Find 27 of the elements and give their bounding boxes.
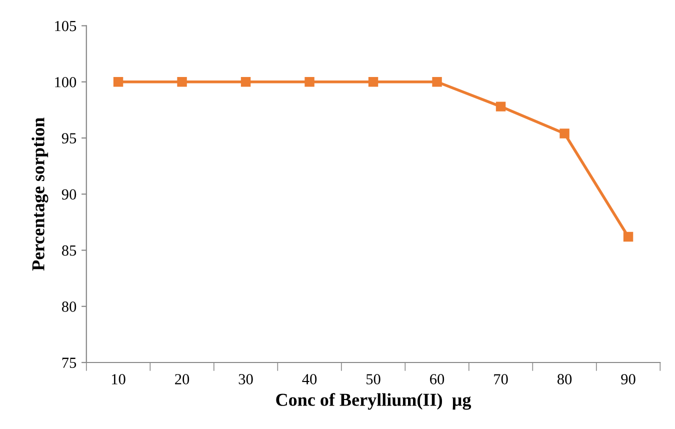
x-tick-label: 80 bbox=[557, 374, 572, 384]
y-tick-label: 90 bbox=[62, 189, 76, 200]
y-axis-title: Percentage sorption bbox=[32, 118, 48, 271]
x-tick-label: 50 bbox=[366, 374, 380, 384]
point bbox=[177, 77, 187, 87]
y-tick-label: 75 bbox=[62, 358, 76, 368]
point bbox=[432, 77, 442, 87]
x-tick-label: 40 bbox=[302, 374, 317, 384]
x-tick-label: 20 bbox=[175, 374, 190, 384]
x-tick-label: 60 bbox=[430, 374, 444, 384]
x-tick-label: 30 bbox=[238, 374, 253, 384]
point bbox=[496, 102, 506, 112]
x-tick-label: 90 bbox=[621, 374, 636, 384]
x-tick-label: 10 bbox=[112, 374, 126, 384]
x-tick-label: 70 bbox=[494, 374, 508, 384]
point bbox=[368, 77, 378, 87]
point bbox=[560, 128, 570, 138]
y-tick-label: 95 bbox=[62, 133, 76, 144]
y-tick-label: 85 bbox=[62, 245, 76, 256]
y-tick-label: 100 bbox=[55, 77, 76, 88]
point bbox=[113, 77, 124, 87]
y-tick-label: 105 bbox=[55, 20, 76, 32]
point bbox=[304, 77, 314, 87]
point bbox=[240, 77, 251, 87]
y-tick-label: 80 bbox=[62, 302, 76, 312]
point bbox=[623, 232, 634, 242]
x-axis-title: Conc of Beryllium(II) µg bbox=[276, 393, 472, 410]
